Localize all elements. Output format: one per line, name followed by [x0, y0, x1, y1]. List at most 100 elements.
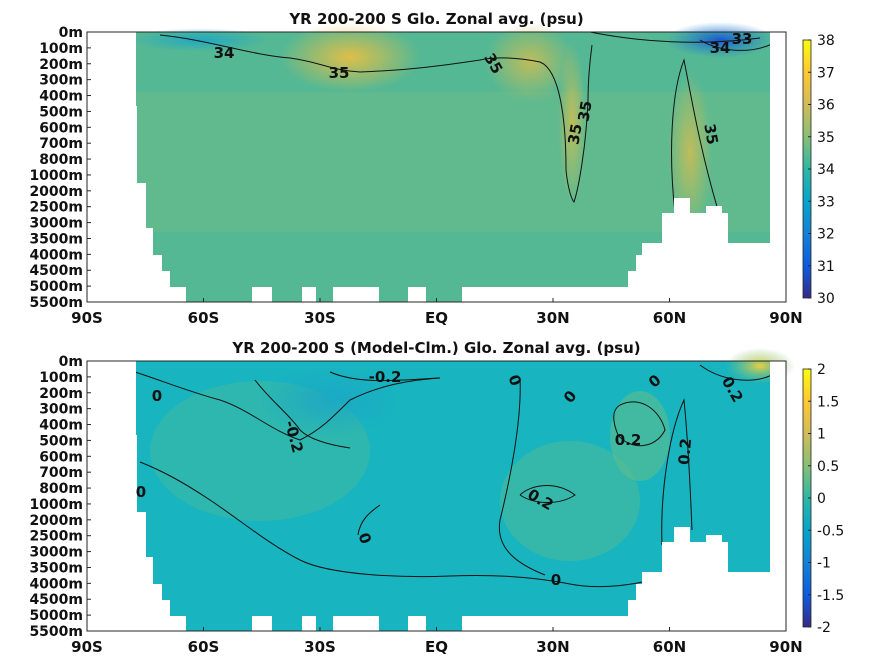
land-mask	[302, 287, 316, 302]
contour-line	[357, 504, 381, 536]
y-tick-label: 600m	[39, 449, 83, 465]
colorbar-tick-label: 30	[817, 291, 835, 307]
y-tick-label: 0m	[59, 354, 83, 370]
land-mask	[706, 206, 722, 213]
colorbar-tick-label: 38	[817, 33, 835, 49]
land-mask	[698, 213, 728, 243]
land-mask	[252, 287, 272, 302]
heatmap-hotspot	[558, 42, 586, 202]
y-tick-label: 3500m	[29, 560, 83, 576]
land-mask	[87, 255, 162, 271]
x-tick-label: EQ	[425, 638, 448, 656]
contour-label: 0	[136, 483, 146, 501]
contour-line	[329, 371, 441, 382]
contour-line	[159, 34, 593, 203]
contour-line	[671, 58, 719, 214]
x-tick-label: 90S	[71, 638, 103, 656]
land-mask	[87, 435, 137, 512]
y-tick-label: 5500m	[29, 295, 83, 311]
y-tick-label: 300m	[39, 73, 83, 89]
land-mask	[408, 616, 426, 631]
y-tick-label: 5000m	[29, 279, 83, 295]
y-tick-label: 200m	[39, 57, 83, 73]
colorbar-tick-label: 36	[817, 98, 835, 114]
chart-title: YR 200-200 S (Model-Clm.) Glo. Zonal avg…	[231, 339, 640, 357]
contour-line	[498, 377, 546, 576]
land-mask	[87, 361, 136, 435]
chart-title: YR 200-200 S Glo. Zonal avg. (psu)	[288, 10, 583, 28]
land-mask	[87, 557, 153, 584]
contour-label: 0	[551, 571, 561, 589]
colorbar-tick-label: 34	[817, 162, 835, 178]
land-mask	[252, 616, 272, 631]
colorbar-tick-label: -1	[817, 556, 831, 572]
colorbar-tick-label: 2	[817, 362, 826, 378]
contour-line	[699, 39, 773, 51]
land-mask	[642, 243, 786, 302]
heatmap-coldspot	[130, 28, 270, 52]
land-mask	[302, 616, 316, 631]
heatmap-hotspot	[485, 22, 575, 102]
heatmap-coldspot	[260, 366, 400, 436]
colorbar-tick-label: 0.5	[817, 459, 839, 475]
land-mask	[636, 255, 642, 302]
land-mask	[87, 106, 137, 183]
colorbar-tick-label: 31	[817, 259, 835, 275]
heatmap-hotspot	[280, 22, 420, 92]
x-tick-label: 30S	[304, 638, 336, 656]
y-tick-label: 0m	[59, 25, 83, 41]
y-tick-label: 600m	[39, 120, 83, 136]
x-tick-label: 60S	[188, 309, 220, 327]
contour-line	[699, 364, 773, 381]
y-tick-label: 5500m	[29, 624, 83, 640]
x-tick-label: EQ	[425, 309, 448, 327]
land-mask	[333, 287, 379, 302]
contour-label: 35	[329, 64, 350, 82]
panel-1	[86, 22, 812, 303]
land-mask	[770, 361, 786, 572]
y-tick-label: 3000m	[29, 545, 83, 561]
y-tick-label: 100m	[39, 41, 83, 57]
land-mask	[87, 228, 153, 255]
y-tick-label: 3500m	[29, 231, 83, 247]
contour-line	[134, 371, 441, 441]
heatmap-coldspot	[665, 22, 775, 58]
land-mask	[628, 600, 636, 631]
colorbar-tick-label: -0.5	[817, 523, 844, 539]
y-tick-label: 2000m	[29, 513, 83, 529]
land-mask	[462, 616, 628, 631]
x-tick-label: 30N	[536, 638, 569, 656]
y-tick-label: 100m	[39, 370, 83, 386]
contour-line	[139, 461, 663, 588]
colorbar-tick-label: 1	[817, 427, 826, 443]
land-mask	[770, 32, 786, 243]
y-tick-label: 500m	[39, 104, 83, 120]
y-tick-label: 400m	[39, 89, 83, 105]
x-tick-label: 30S	[304, 309, 336, 327]
y-tick-label: 4500m	[29, 592, 83, 608]
contour-label: 0.2	[675, 438, 695, 466]
y-tick-label: 1000m	[29, 168, 83, 184]
y-tick-label: 200m	[39, 386, 83, 402]
contour-line	[519, 485, 576, 503]
y-tick-label: 300m	[39, 402, 83, 418]
land-mask	[87, 287, 186, 302]
land-mask	[87, 584, 162, 600]
y-tick-label: 4000m	[29, 576, 83, 592]
contour-label: 0.2	[615, 431, 642, 449]
contour-label: 34	[214, 44, 235, 62]
contour-line	[589, 31, 761, 43]
land-mask	[408, 287, 426, 302]
contour-line	[661, 398, 693, 546]
contour-label: 0	[152, 387, 162, 405]
x-tick-label: 60S	[188, 638, 220, 656]
y-tick-label: 2500m	[29, 200, 83, 216]
panel-2	[86, 348, 812, 632]
x-tick-label: 90N	[769, 638, 802, 656]
colorbar-tick-label: 1.5	[817, 394, 839, 410]
land-mask	[674, 198, 690, 243]
land-mask	[87, 600, 170, 616]
x-tick-label: 30N	[536, 309, 569, 327]
